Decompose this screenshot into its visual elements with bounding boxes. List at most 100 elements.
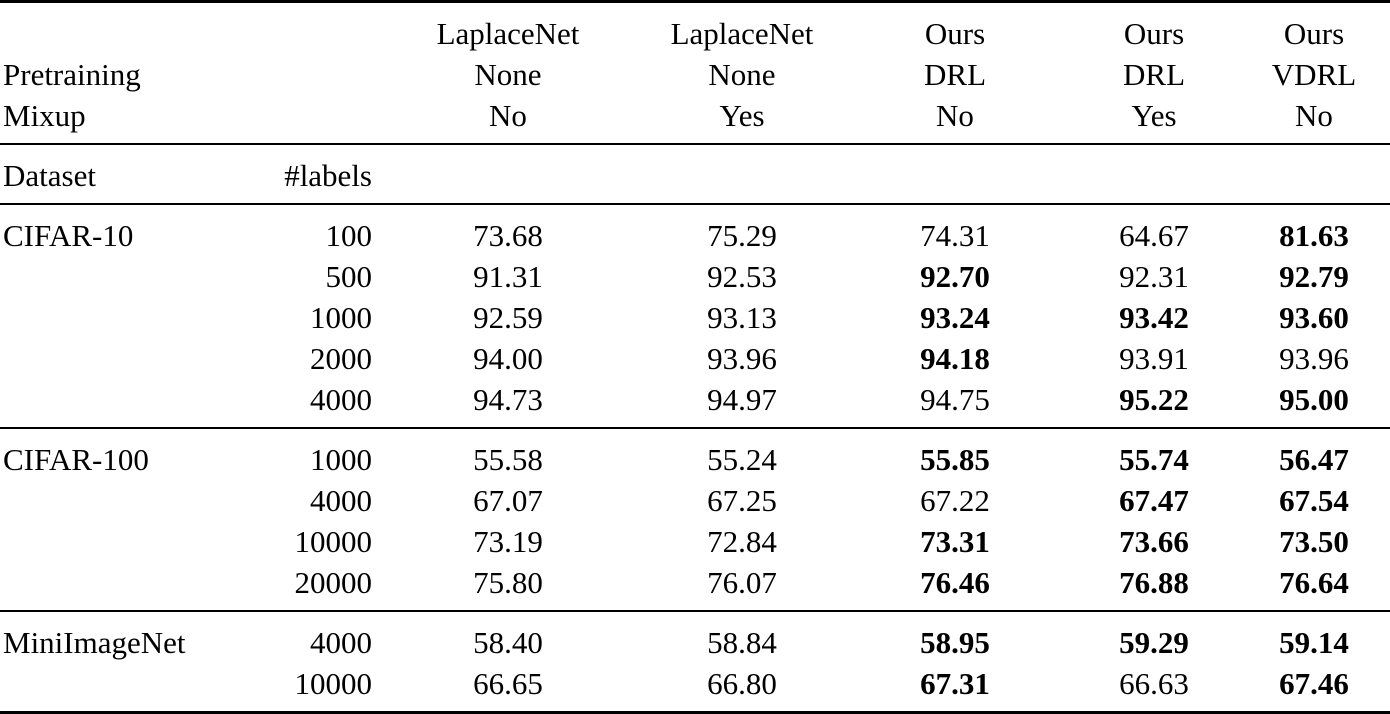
value-cell: 94.75	[920, 382, 990, 417]
table-row: 10000 73.19 72.84 73.31 73.66 73.50	[0, 521, 1390, 562]
pretraining-value: VDRL	[1271, 57, 1357, 92]
dataset-cell	[0, 562, 248, 611]
table-row: 4000 94.73 94.97 94.75 95.22 95.00	[0, 379, 1390, 428]
value-cell: 55.74	[1119, 442, 1189, 477]
group-miniimagenet: MiniImageNet 4000 58.40 58.84 58.95 59.2…	[0, 611, 1390, 713]
value-cell: 75.80	[473, 565, 543, 600]
labels-cell: 4000	[310, 382, 372, 417]
value-cell: 93.96	[1279, 341, 1349, 376]
value-cell: 76.88	[1119, 565, 1189, 600]
labels-cell: 100	[325, 218, 373, 253]
value-cell: 66.63	[1119, 666, 1189, 701]
empty-cell	[1238, 144, 1390, 204]
labels-cell: 2000	[310, 341, 372, 376]
value-cell: 92.53	[707, 259, 777, 294]
pretraining-label: Pretraining	[3, 57, 141, 92]
value-cell: 93.24	[920, 300, 990, 335]
table-row: CIFAR-10 100 73.68 75.29 74.31 64.67 81.…	[0, 204, 1390, 256]
mixup-row: Mixup No Yes No Yes No	[0, 95, 1390, 144]
value-cell: 55.58	[473, 442, 543, 477]
value-cell: 93.60	[1279, 300, 1349, 335]
method-row: LaplaceNet LaplaceNet Ours Ours Ours	[0, 2, 1390, 55]
table-row: MiniImageNet 4000 58.40 58.84 58.95 59.2…	[0, 611, 1390, 663]
value-cell: 73.50	[1279, 524, 1349, 559]
pretraining-row: Pretraining None None DRL DRL VDRL	[0, 54, 1390, 95]
table-header: LaplaceNet LaplaceNet Ours Ours Ours Pre…	[0, 2, 1390, 145]
method-header: Ours	[924, 16, 986, 51]
value-cell: 76.46	[920, 565, 990, 600]
value-cell: 55.24	[707, 442, 777, 477]
value-cell: 66.80	[707, 666, 777, 701]
value-cell: 94.18	[920, 341, 990, 376]
table-row: 2000 94.00 93.96 94.18 93.91 93.96	[0, 338, 1390, 379]
value-cell: 56.47	[1279, 442, 1349, 477]
dataset-cell	[0, 379, 248, 428]
labels-cell: 1000	[310, 442, 372, 477]
method-header: LaplaceNet	[670, 16, 814, 51]
value-cell: 67.54	[1279, 483, 1349, 518]
dataset-cell: MiniImageNet	[3, 625, 186, 660]
value-cell: 93.42	[1119, 300, 1189, 335]
mixup-value: No	[489, 98, 527, 133]
dataset-cell	[0, 480, 248, 521]
labels-column-label: #labels	[284, 158, 372, 193]
method-header: LaplaceNet	[436, 16, 580, 51]
value-cell: 75.29	[707, 218, 777, 253]
empty-cell	[248, 2, 372, 55]
value-cell: 94.73	[473, 382, 543, 417]
value-cell: 93.96	[707, 341, 777, 376]
value-cell: 59.29	[1119, 625, 1189, 660]
labels-cell: 10000	[294, 524, 373, 559]
labels-cell: 500	[325, 259, 373, 294]
value-cell: 67.07	[473, 483, 543, 518]
value-cell: 94.00	[473, 341, 543, 376]
value-cell: 93.13	[707, 300, 777, 335]
value-cell: 67.22	[920, 483, 990, 518]
value-cell: 67.31	[920, 666, 990, 701]
value-cell: 92.70	[920, 259, 990, 294]
value-cell: 66.65	[473, 666, 543, 701]
labels-cell: 10000	[294, 666, 373, 701]
value-cell: 76.64	[1279, 565, 1349, 600]
table-row: 4000 67.07 67.25 67.22 67.47 67.54	[0, 480, 1390, 521]
table-row: 10000 66.65 66.80 67.31 66.63 67.46	[0, 663, 1390, 713]
labels-cell: 20000	[294, 565, 373, 600]
table-row: 20000 75.80 76.07 76.46 76.88 76.64	[0, 562, 1390, 611]
labels-cell: 4000	[310, 625, 372, 660]
value-cell: 73.68	[473, 218, 543, 253]
value-cell: 81.63	[1279, 218, 1349, 253]
dataset-cell	[0, 256, 248, 297]
empty-cell	[644, 144, 840, 204]
pretraining-value: DRL	[924, 57, 986, 92]
mixup-label: Mixup	[3, 98, 86, 133]
column-label-row: Dataset #labels	[0, 144, 1390, 204]
value-cell: 72.84	[707, 524, 777, 559]
value-cell: 73.66	[1119, 524, 1189, 559]
mixup-value: Yes	[1131, 98, 1177, 133]
empty-cell	[1070, 144, 1238, 204]
dataset-cell	[0, 521, 248, 562]
value-cell: 58.95	[920, 625, 990, 660]
dataset-cell	[0, 338, 248, 379]
value-cell: 67.46	[1279, 666, 1349, 701]
value-cell: 92.59	[473, 300, 543, 335]
value-cell: 91.31	[473, 259, 543, 294]
value-cell: 58.84	[707, 625, 777, 660]
table-row: 500 91.31 92.53 92.70 92.31 92.79	[0, 256, 1390, 297]
method-header: Ours	[1283, 16, 1345, 51]
pretraining-value: DRL	[1123, 57, 1185, 92]
value-cell: 73.31	[920, 524, 990, 559]
value-cell: 93.91	[1119, 341, 1189, 376]
labels-cell: 4000	[310, 483, 372, 518]
value-cell: 73.19	[473, 524, 543, 559]
value-cell: 67.25	[707, 483, 777, 518]
dataset-cell	[0, 663, 248, 713]
empty-cell	[372, 144, 644, 204]
dataset-cell	[0, 297, 248, 338]
dataset-cell: CIFAR-10	[3, 218, 134, 253]
dataset-cell: CIFAR-100	[3, 442, 149, 477]
value-cell: 92.79	[1279, 259, 1349, 294]
value-cell: 76.07	[707, 565, 777, 600]
value-cell: 64.67	[1119, 218, 1189, 253]
